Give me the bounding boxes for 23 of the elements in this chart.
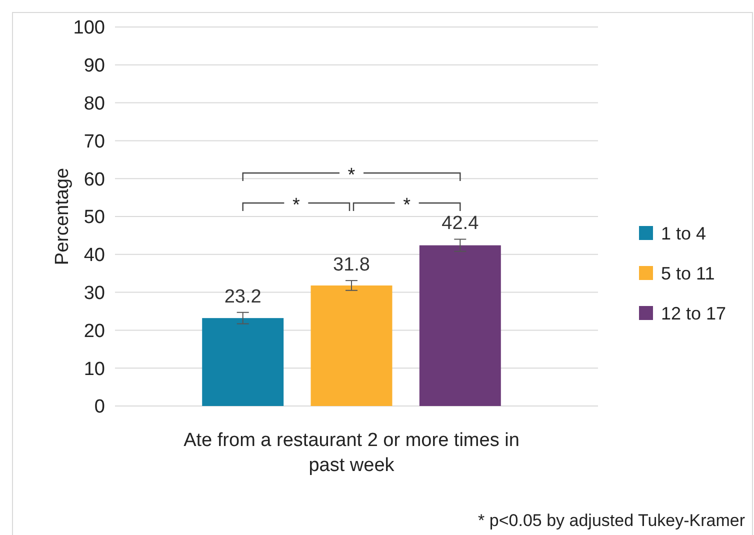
y-tick-label: 30 xyxy=(84,282,105,304)
y-tick-label: 90 xyxy=(84,56,105,77)
data-label: 23.2 xyxy=(224,286,262,308)
x-tick-label: Ate from a restaurant 2 or more times in past week xyxy=(184,430,520,476)
y-tick-label: 20 xyxy=(84,320,105,342)
y-axis-title: Percentage xyxy=(52,168,73,266)
y-tick-label: 100 xyxy=(73,18,105,39)
text: * p<0.05 by adjusted Tukey-Kramer xyxy=(478,511,746,530)
legend-label: 5 to 11 xyxy=(661,263,715,284)
y-tick-label: 50 xyxy=(84,207,105,228)
legend-label: 12 to 17 xyxy=(661,303,726,324)
y-tick-label: 70 xyxy=(84,131,105,152)
y-tick-label: 0 xyxy=(94,396,105,418)
y-tick-label: 40 xyxy=(84,245,105,266)
y-tick-label: 60 xyxy=(84,169,105,190)
annotation: * xyxy=(292,195,300,216)
y-tick-label: 80 xyxy=(84,93,105,114)
data-label: 31.8 xyxy=(333,254,370,276)
annotation: * xyxy=(348,165,356,186)
annotation: * xyxy=(403,195,412,216)
y-tick-label: 10 xyxy=(84,358,105,380)
legend-label: 1 to 4 xyxy=(661,223,706,244)
data-label: 42.4 xyxy=(442,213,480,234)
